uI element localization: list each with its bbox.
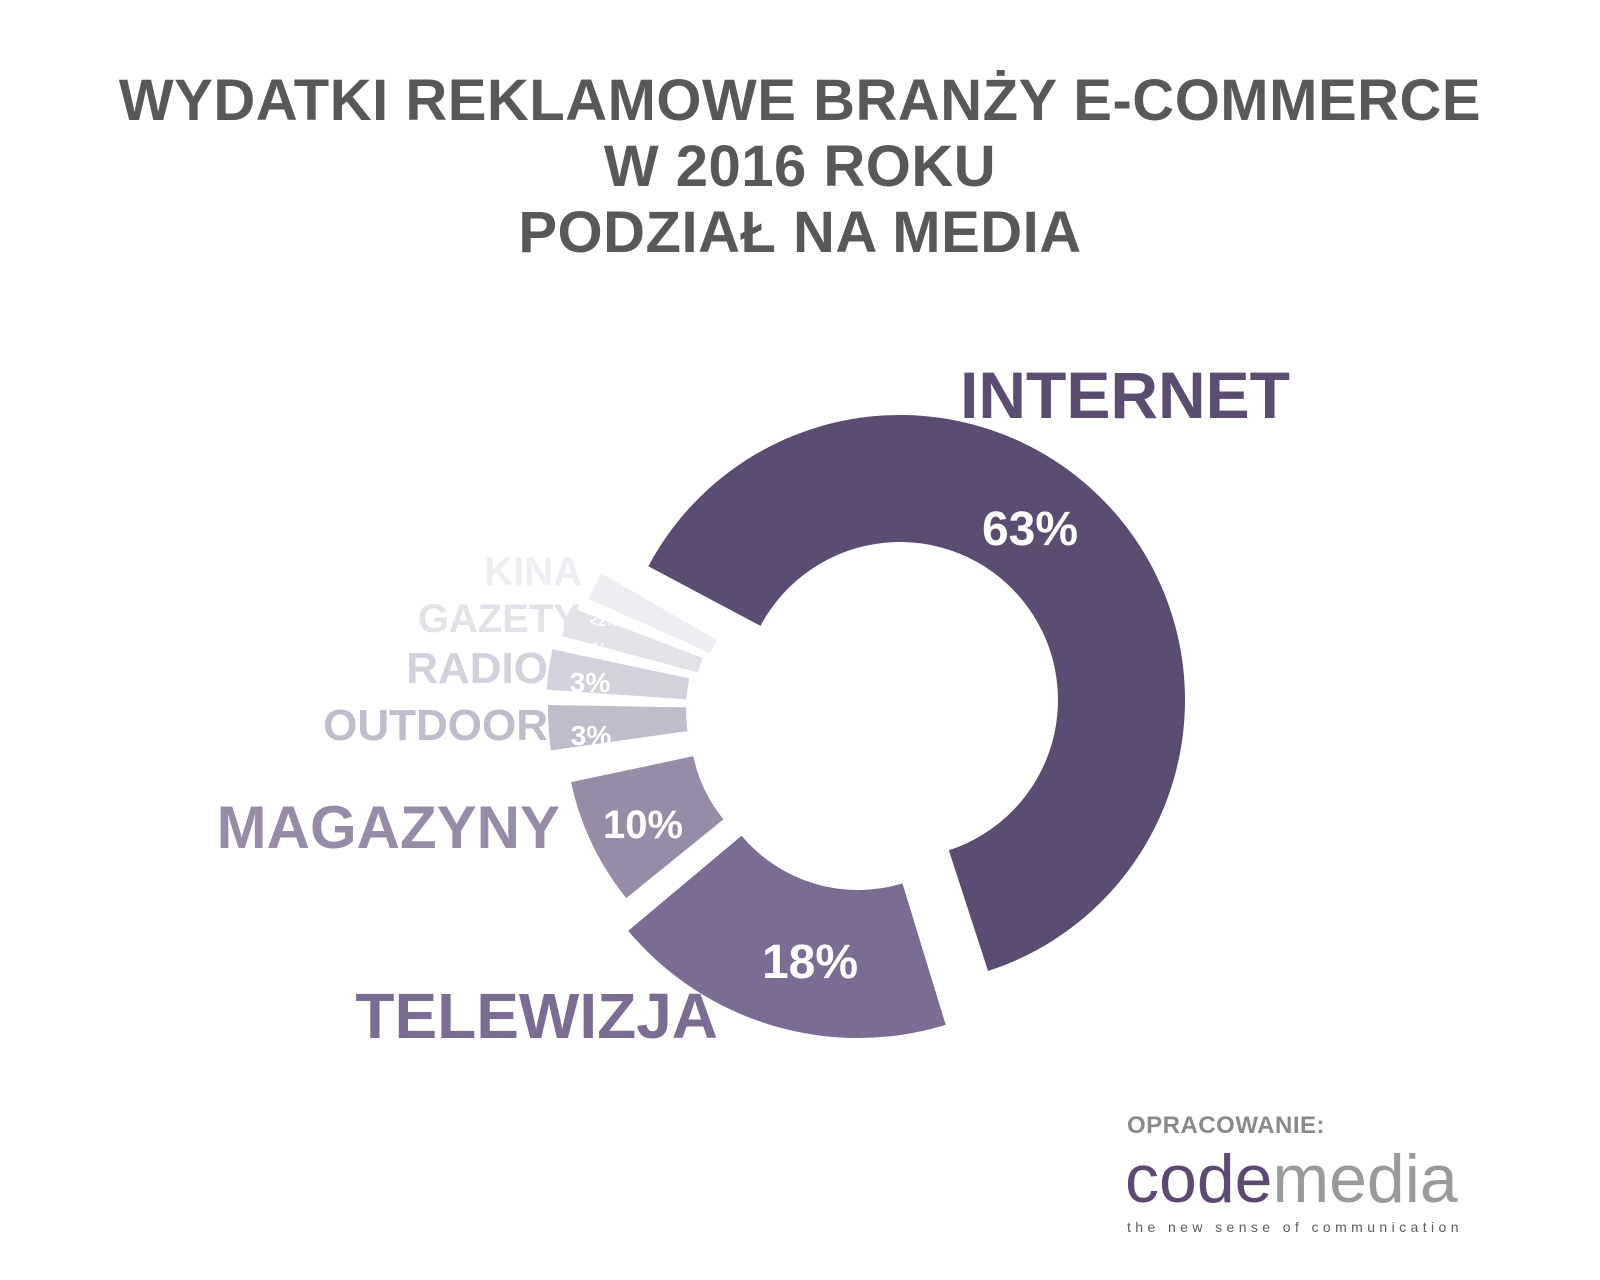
value-label-telewizja: 18% [762,936,858,989]
category-label-internet: INTERNET [960,358,1290,432]
slice-internet [648,414,1185,972]
title-line-1: WYDATKI REKLAMOWE BRANŻY E-COMMERCE [118,68,1482,133]
slice-magazyny [571,756,724,899]
slice-telewizja [628,835,946,1038]
slice-radio [546,649,690,700]
slice-gazety [561,607,703,673]
title-line-3: PODZIAŁ NA MEDIA [518,200,1082,265]
logo-media-text: media [1272,1141,1457,1217]
value-label-outdoor: 3% [571,720,612,751]
category-label-telewizja: TELEWIZJA [355,980,718,1052]
chart-title: WYDATKI REKLAMOWE BRANŻY E-COMMERCE W 20… [0,68,1600,266]
credit-label: OPRACOWANIE: [1127,1112,1325,1139]
value-label-magazyny: 10% [603,803,683,847]
category-label-magazyny: MAGAZYNY [217,794,560,861]
category-label-gazety: GAZETY [418,597,581,641]
slice-outdoor [548,704,688,751]
value-label-gazety: 2% [581,640,607,660]
value-label-internet: 63% [982,503,1078,556]
title-line-2: W 2016 ROKU [603,134,997,199]
slice-kina [588,573,717,654]
value-label-radio: 3% [570,667,611,698]
value-label-kina: <2% [590,613,619,629]
svg-text:codemedia: codemedia [1125,1141,1458,1217]
logo-tagline: the new sense of communication [1127,1219,1463,1235]
category-label-kina: KINA [484,550,582,594]
category-label-outdoor: OUTDOOR [323,701,548,750]
codemedia-logo: codemedia the new sense of communication [1125,1141,1463,1235]
logo-code-text: code [1125,1141,1272,1217]
category-label-radio: RADIO [406,644,548,693]
